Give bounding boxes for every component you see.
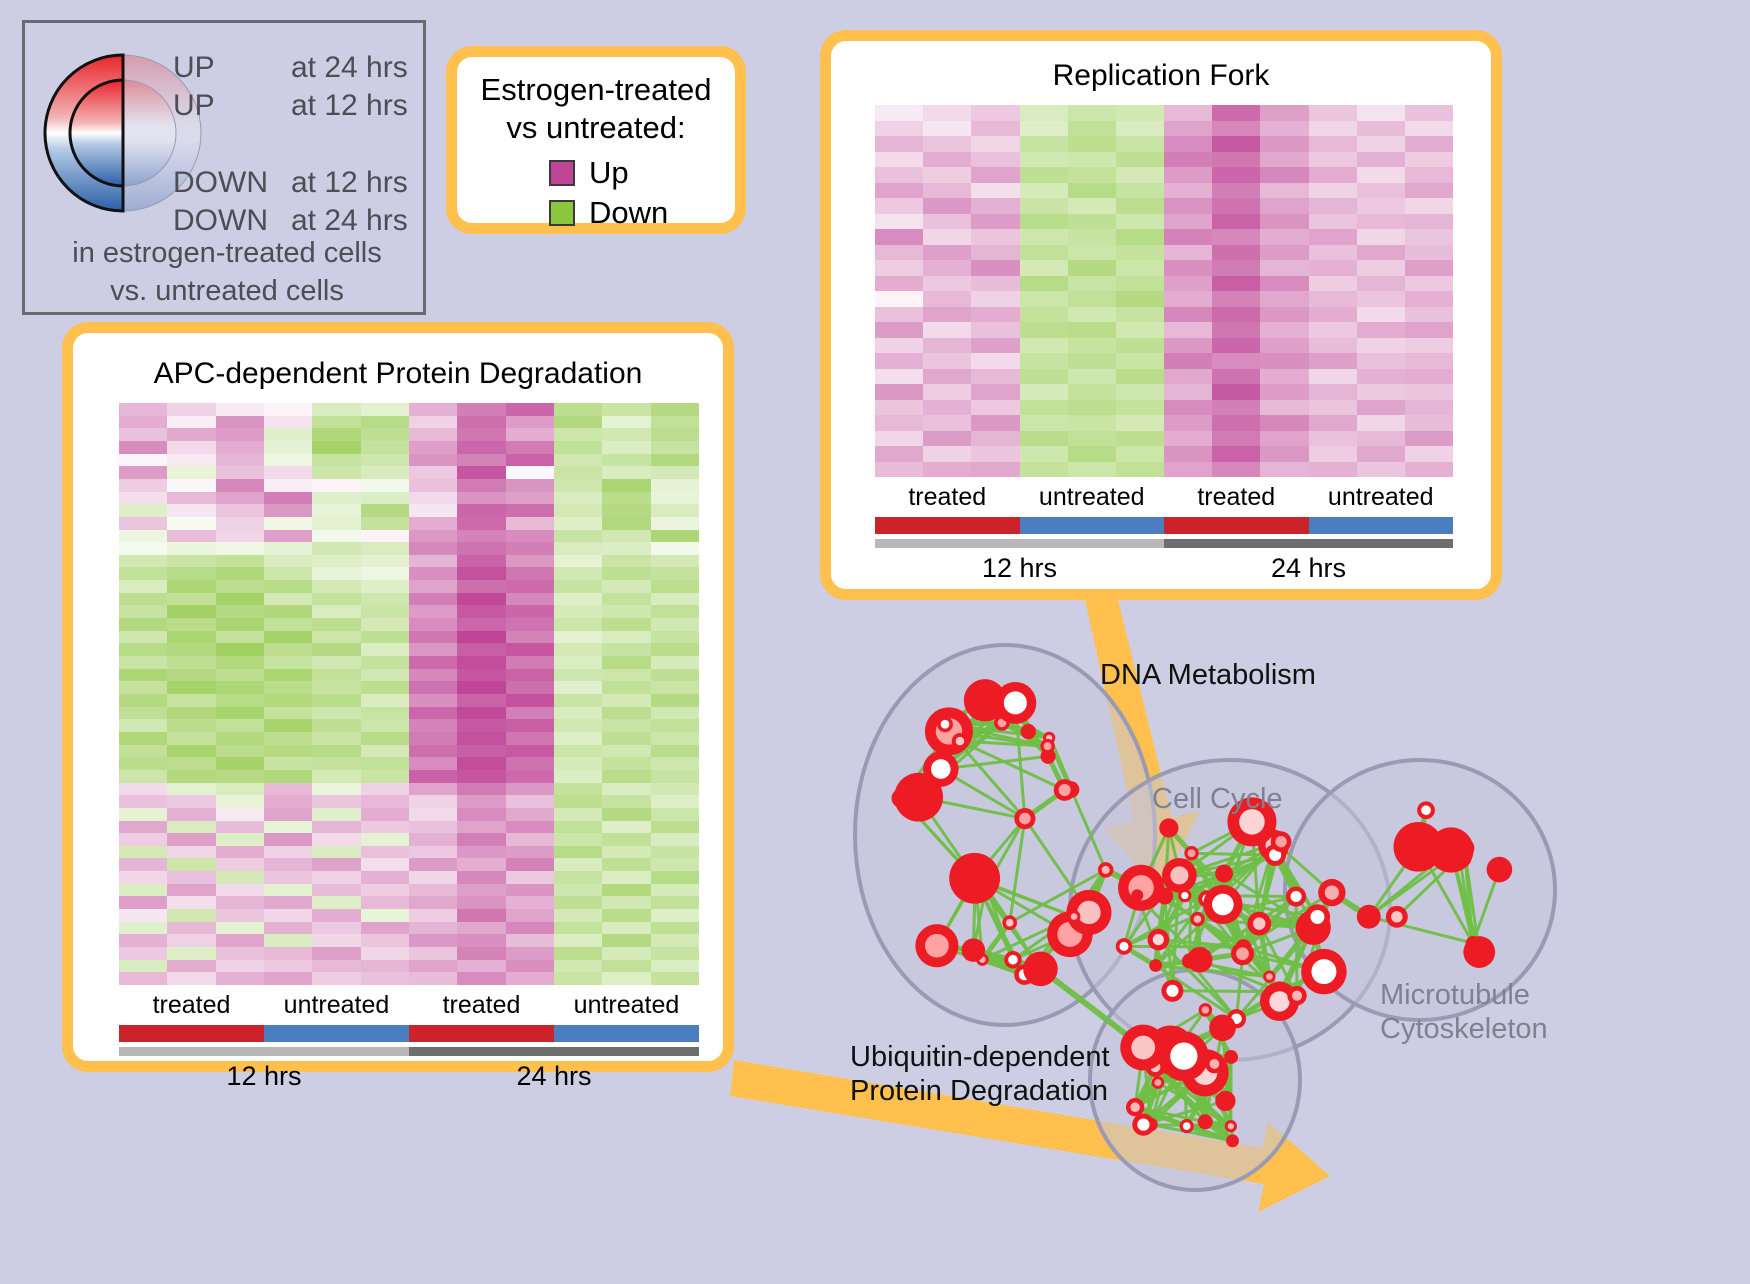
network-node[interactable]	[1215, 865, 1233, 883]
network-node[interactable]	[1148, 929, 1170, 951]
pathway-network: DNA Metabolism Cell Cycle Microtubule Cy…	[800, 610, 1750, 1279]
network-node[interactable]	[1131, 889, 1143, 901]
network-node[interactable]	[1120, 1025, 1166, 1071]
network-node[interactable]	[1231, 942, 1254, 965]
network-node[interactable]	[1126, 1098, 1144, 1116]
network-node[interactable]	[1225, 1120, 1237, 1132]
network-label-protein-degradation: Protein Degradation	[850, 1074, 1108, 1109]
network-node[interactable]	[1004, 951, 1022, 969]
network-node[interactable]	[937, 716, 953, 732]
network-edge	[1124, 946, 1243, 947]
network-node[interactable]	[1159, 1031, 1209, 1081]
network-node[interactable]	[1068, 910, 1081, 923]
network-node[interactable]	[1271, 831, 1292, 852]
network-label-dna-metabolism: DNA Metabolism	[1100, 658, 1316, 693]
network-node[interactable]	[1198, 1114, 1213, 1129]
network-node[interactable]	[1199, 1003, 1213, 1017]
network-node[interactable]	[1132, 1114, 1154, 1136]
network-node[interactable]	[1190, 912, 1205, 927]
network-node[interactable]	[1209, 1014, 1236, 1041]
network-node[interactable]	[1215, 1091, 1235, 1111]
network-node[interactable]	[1305, 904, 1330, 929]
network-node[interactable]	[1002, 915, 1017, 930]
network-node[interactable]	[1054, 779, 1076, 801]
network-label-ubiquitin: Ubiquitin-dependent	[850, 1040, 1110, 1075]
network-node[interactable]	[1386, 906, 1408, 928]
network-node[interactable]	[1286, 886, 1306, 906]
network-node[interactable]	[1247, 912, 1271, 936]
network-node[interactable]	[1287, 986, 1306, 1005]
network-node[interactable]	[1162, 858, 1197, 893]
network-node[interactable]	[1417, 801, 1435, 819]
network-node[interactable]	[1184, 846, 1198, 860]
network-node[interactable]	[952, 733, 968, 749]
network-node[interactable]	[1152, 1076, 1165, 1089]
network-node[interactable]	[1118, 865, 1164, 911]
network-node[interactable]	[962, 938, 986, 962]
network-label-microtubule: Microtubule	[1380, 978, 1530, 1013]
network-node[interactable]	[1023, 952, 1058, 987]
network-node[interactable]	[1466, 936, 1480, 950]
network-label-cytoskeleton: Cytoskeleton	[1380, 1012, 1548, 1047]
network-node[interactable]	[1159, 818, 1178, 837]
network-node[interactable]	[925, 707, 973, 755]
network-node[interactable]	[915, 924, 958, 967]
network-node[interactable]	[1226, 1134, 1239, 1147]
network-node[interactable]	[1454, 838, 1474, 858]
network-node[interactable]	[977, 878, 994, 895]
network-node[interactable]	[1149, 959, 1162, 972]
network-node[interactable]	[1098, 862, 1113, 877]
network-node[interactable]	[1224, 1050, 1238, 1064]
network-node[interactable]	[1040, 739, 1054, 753]
network-node[interactable]	[1263, 971, 1275, 983]
network-node[interactable]	[923, 751, 959, 787]
network-node[interactable]	[1180, 1119, 1194, 1133]
network-node[interactable]	[994, 682, 1036, 724]
network-node[interactable]	[1318, 879, 1345, 906]
network-node[interactable]	[1301, 949, 1346, 994]
network-edge	[1296, 897, 1297, 996]
network-node[interactable]	[1021, 724, 1036, 739]
network-label-cell-cycle: Cell Cycle	[1152, 782, 1283, 817]
network-node[interactable]	[1203, 885, 1242, 924]
network-node[interactable]	[1116, 938, 1133, 955]
network-node[interactable]	[1187, 947, 1213, 973]
network-node[interactable]	[1014, 808, 1035, 829]
network-node[interactable]	[1487, 857, 1513, 883]
network-node[interactable]	[1357, 905, 1381, 929]
network-node[interactable]	[1161, 980, 1183, 1002]
